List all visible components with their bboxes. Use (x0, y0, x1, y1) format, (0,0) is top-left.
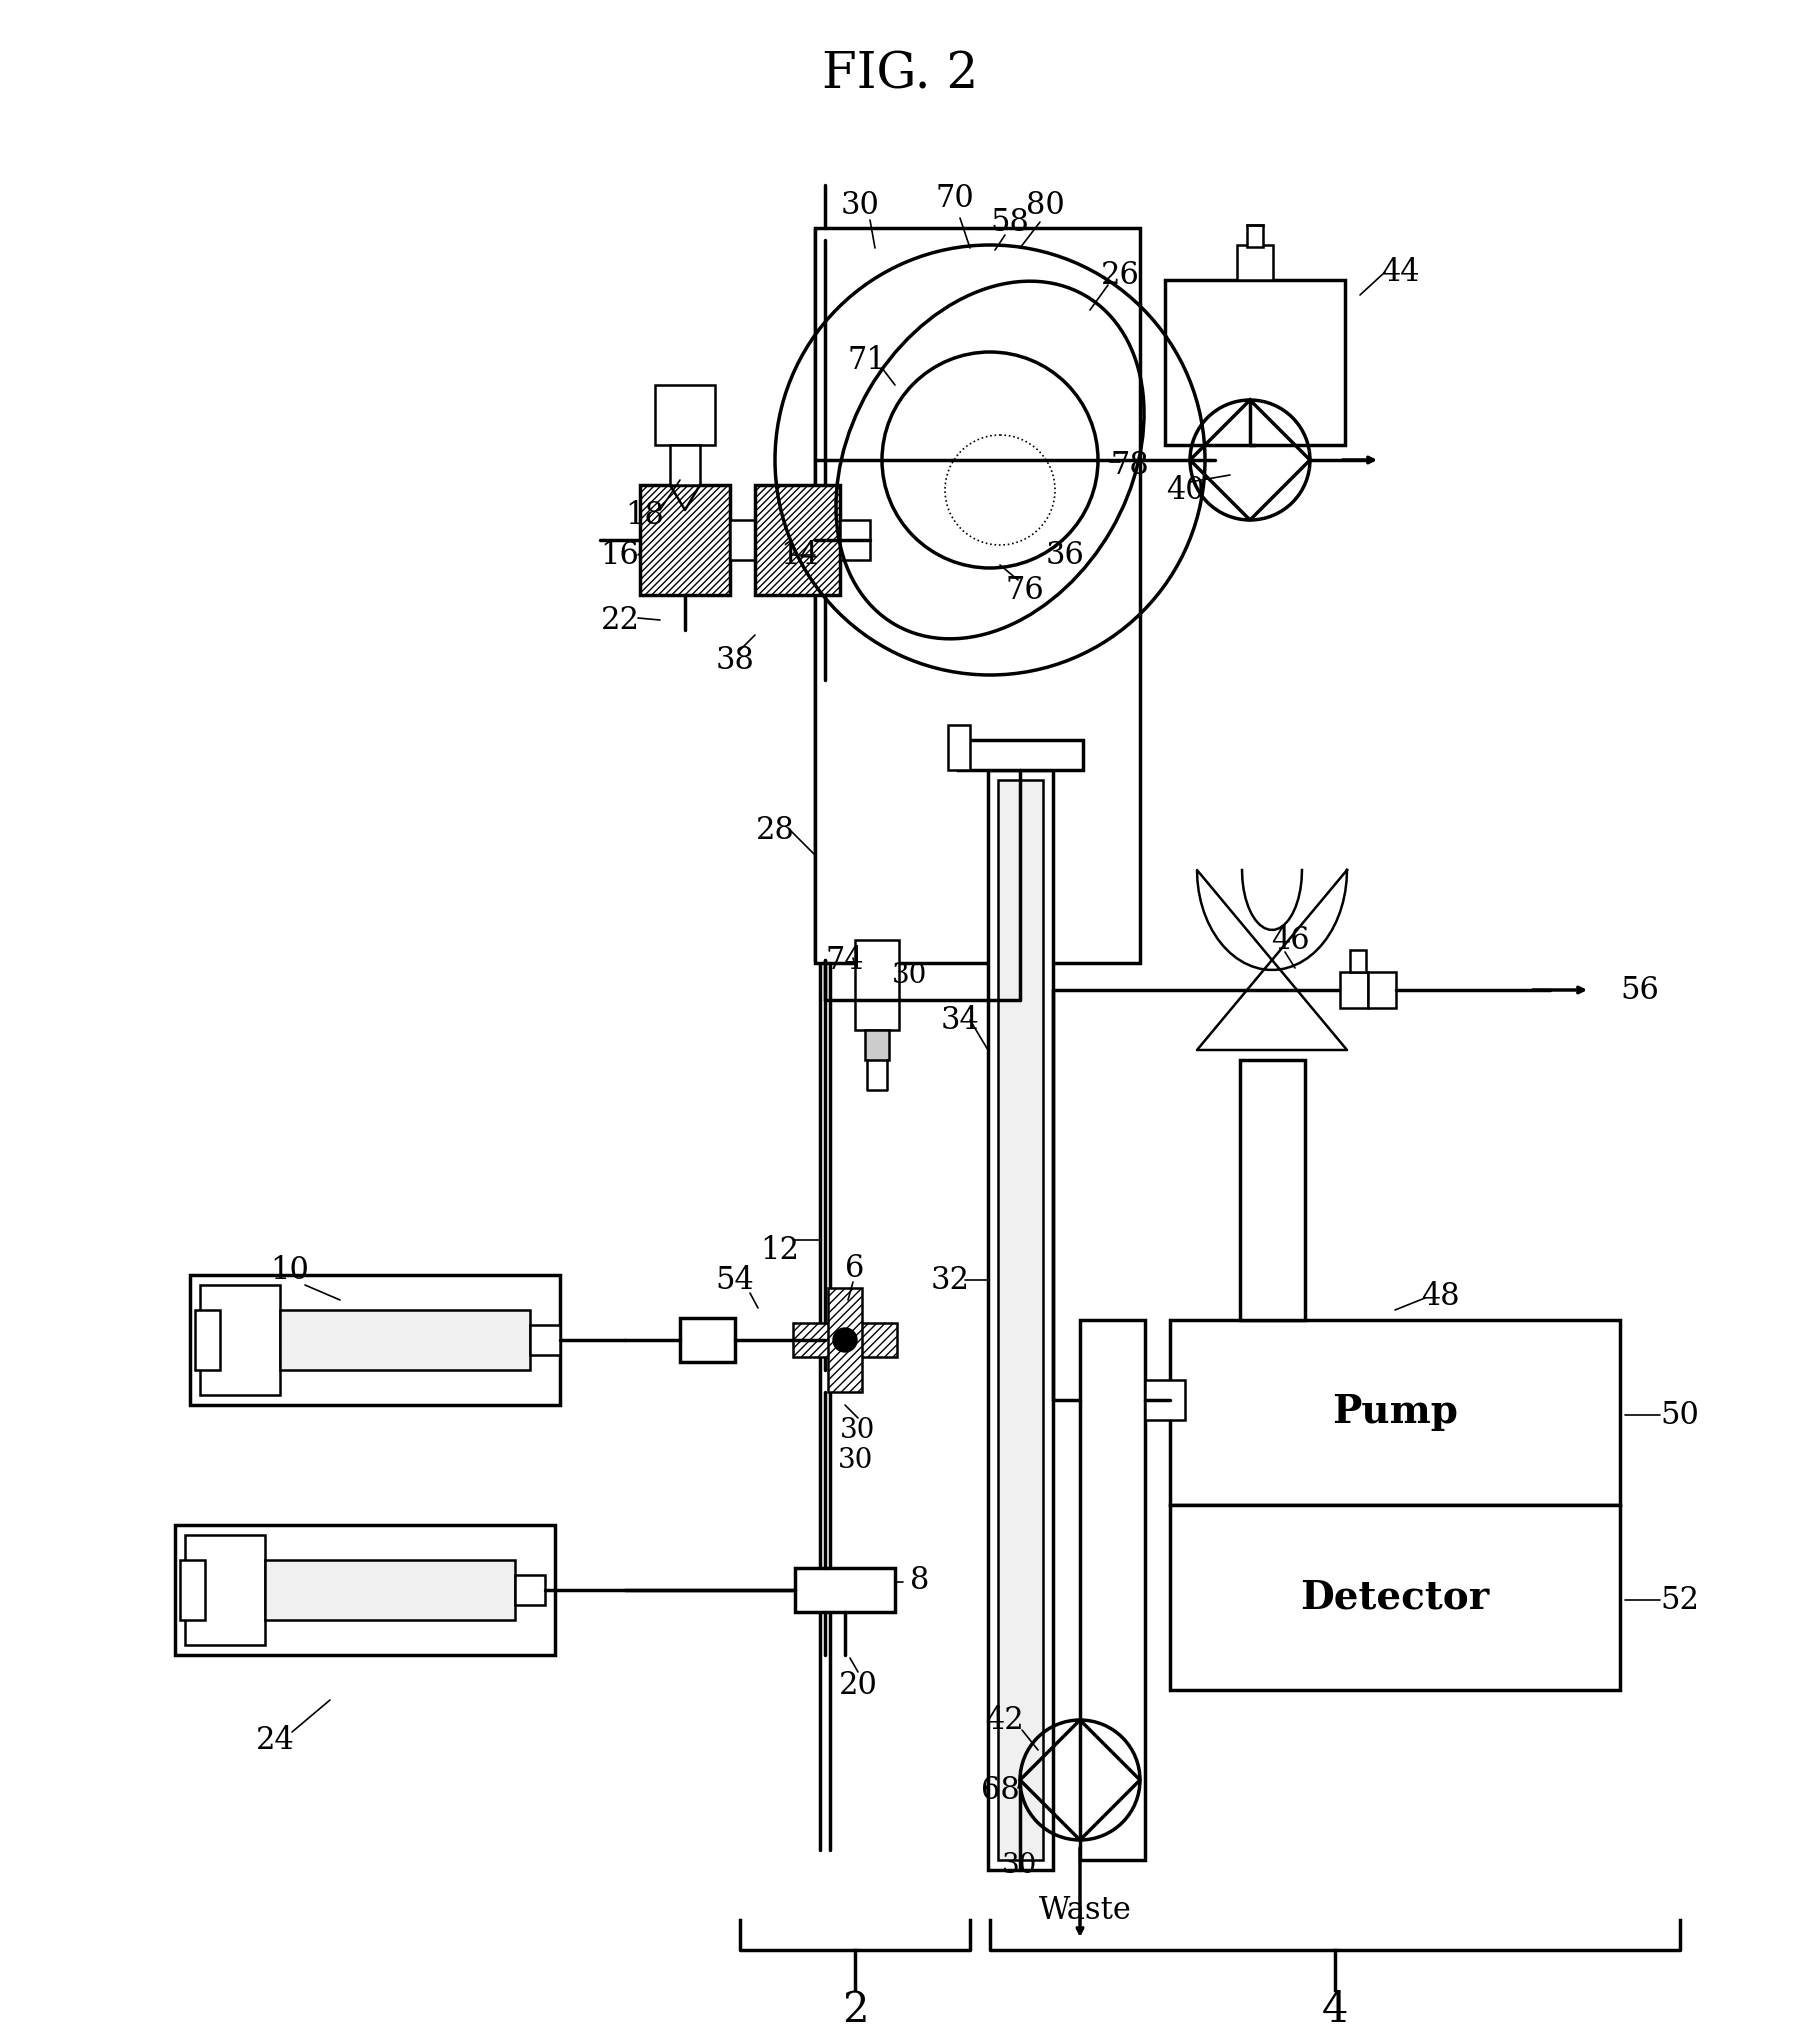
Bar (185, 1535, 265, 1645)
Bar (841, 519, 869, 560)
Bar (855, 940, 898, 1030)
Text: 4: 4 (1321, 1989, 1348, 2032)
Circle shape (833, 1329, 857, 1351)
Bar (828, 1288, 862, 1392)
Bar (815, 231, 1136, 961)
Text: 36: 36 (1046, 540, 1084, 570)
Text: 24: 24 (256, 1725, 295, 1756)
Bar (1368, 973, 1397, 1008)
Bar (815, 229, 1139, 963)
Text: 12: 12 (760, 1235, 799, 1265)
Text: 22: 22 (601, 605, 639, 636)
Bar (655, 384, 715, 446)
Text: FIG. 2: FIG. 2 (823, 51, 977, 100)
Bar (1145, 1380, 1184, 1421)
Text: 14: 14 (781, 540, 819, 570)
Text: 30: 30 (841, 190, 880, 221)
Text: 80: 80 (1026, 190, 1064, 221)
Bar (641, 484, 731, 595)
Text: 8: 8 (911, 1564, 929, 1596)
Bar (194, 1310, 220, 1369)
Text: 6: 6 (846, 1253, 864, 1284)
Text: 78: 78 (1111, 450, 1150, 480)
Text: 38: 38 (716, 644, 754, 675)
Bar (796, 1568, 895, 1613)
Text: 30: 30 (893, 961, 927, 989)
Text: 20: 20 (839, 1670, 877, 1701)
Text: 70: 70 (936, 182, 974, 213)
Text: 30: 30 (839, 1447, 873, 1474)
Text: Detector: Detector (1300, 1578, 1490, 1617)
Text: 52: 52 (1660, 1584, 1699, 1615)
Text: 71: 71 (848, 345, 886, 376)
Bar (200, 1286, 281, 1394)
Bar (180, 1560, 205, 1621)
Bar (754, 484, 841, 595)
Text: 16: 16 (601, 540, 639, 570)
Bar (997, 781, 1042, 1860)
Text: 34: 34 (941, 1004, 979, 1036)
Text: Pump: Pump (1332, 1394, 1458, 1431)
Text: 18: 18 (626, 499, 664, 531)
Bar (1165, 280, 1345, 446)
Text: 76: 76 (1006, 574, 1044, 605)
Bar (1240, 1061, 1305, 1320)
Bar (1350, 950, 1366, 973)
Text: 56: 56 (1620, 975, 1660, 1006)
Bar (1170, 1320, 1620, 1504)
Text: 48: 48 (1420, 1280, 1460, 1312)
Text: 2: 2 (842, 1989, 868, 2032)
Bar (958, 740, 1084, 771)
Bar (529, 1325, 560, 1355)
Bar (680, 1318, 734, 1361)
Bar (670, 446, 700, 484)
Text: 26: 26 (1100, 260, 1139, 290)
Text: Waste: Waste (1039, 1895, 1132, 1925)
Text: 46: 46 (1271, 924, 1309, 955)
Text: 44: 44 (1381, 256, 1418, 288)
Bar (794, 1322, 896, 1357)
Bar (1247, 225, 1264, 247)
Text: 30: 30 (1003, 1852, 1037, 1878)
Bar (281, 1310, 529, 1369)
Text: 68: 68 (981, 1774, 1019, 1805)
Bar (1237, 245, 1273, 280)
Bar (191, 1275, 560, 1404)
Bar (1170, 1504, 1620, 1690)
Bar (949, 726, 970, 771)
Text: 32: 32 (931, 1265, 970, 1296)
Bar (265, 1560, 515, 1621)
Text: 28: 28 (756, 814, 794, 846)
Bar (1080, 1320, 1145, 1860)
Text: 30: 30 (841, 1416, 875, 1443)
Bar (731, 519, 754, 560)
Text: 54: 54 (716, 1265, 754, 1296)
Text: 74: 74 (826, 944, 864, 975)
Bar (515, 1576, 545, 1605)
Bar (988, 771, 1053, 1870)
Bar (1339, 973, 1368, 1008)
Text: 40: 40 (1166, 474, 1204, 505)
Bar (866, 1030, 889, 1061)
Text: 50: 50 (1661, 1400, 1699, 1431)
Polygon shape (1197, 871, 1346, 1051)
Text: 58: 58 (990, 206, 1030, 237)
Text: 10: 10 (270, 1255, 310, 1286)
Text: 42: 42 (986, 1705, 1024, 1735)
Bar (175, 1525, 554, 1656)
